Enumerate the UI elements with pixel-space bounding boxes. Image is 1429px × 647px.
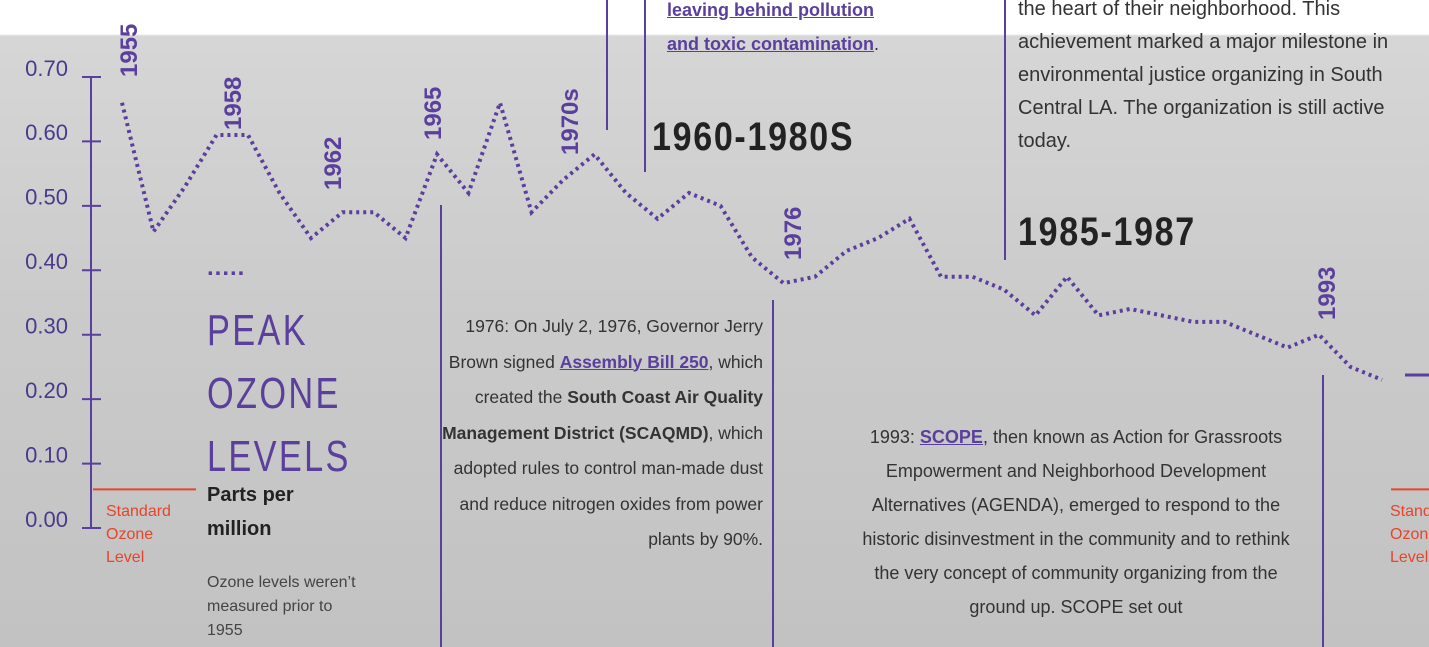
heading: 1985-1987 [1018, 210, 1196, 255]
y-tick-label: 0.70 [25, 56, 68, 81]
link[interactable]: SCOPE [920, 427, 983, 447]
y-tick-label: 0.30 [25, 314, 68, 339]
year-label: 1976 [780, 207, 807, 260]
year-label: 1955 [116, 24, 143, 77]
heading: 1960-1980S [652, 115, 854, 160]
y-tick-label: 0.40 [25, 249, 68, 274]
text: . [874, 34, 879, 54]
chart-title: PEAK OZONE LEVELS [207, 299, 324, 488]
link[interactable]: leaving behind pollution and toxic conta… [667, 0, 874, 54]
year-label: 1962 [320, 137, 347, 190]
story-1976: 1976: On July 2, 1976, Governor Jerry Br… [430, 309, 763, 558]
story-1993: 1993: SCOPE, then known as Action for Gr… [862, 420, 1290, 647]
top-story: leaving behind pollution and toxic conta… [667, 0, 907, 61]
y-tick-label: 0.50 [25, 185, 68, 210]
link[interactable]: Assembly Bill 250 [560, 352, 709, 372]
y-tick-label: 0.00 [25, 507, 68, 532]
year-label: 1970s [557, 88, 584, 155]
note: Ozone levels weren’t measured prior to 1… [207, 571, 367, 643]
text: 1993: [870, 427, 920, 447]
standard-label: Standard Ozone Level [106, 500, 176, 569]
year-label: 1958 [220, 77, 247, 130]
page: {"chart_data": {"type": "line", "x": [19… [0, 0, 1429, 647]
year-label: 1993 [1314, 267, 1341, 320]
y-tick-label: 0.20 [25, 378, 68, 403]
y-tick-label: 0.10 [25, 442, 68, 467]
dots-decoration: ..... [207, 254, 245, 282]
y-tick-label: 0.60 [25, 120, 68, 145]
text: , then known as Action for Grassroots Em… [862, 427, 1289, 617]
right-story: the heart of their neighborhood. This ac… [1018, 0, 1423, 158]
standard-label: Standard Ozone Level [1390, 500, 1429, 569]
year-label: 1965 [420, 87, 447, 140]
unit-label: Parts per million [207, 478, 307, 546]
